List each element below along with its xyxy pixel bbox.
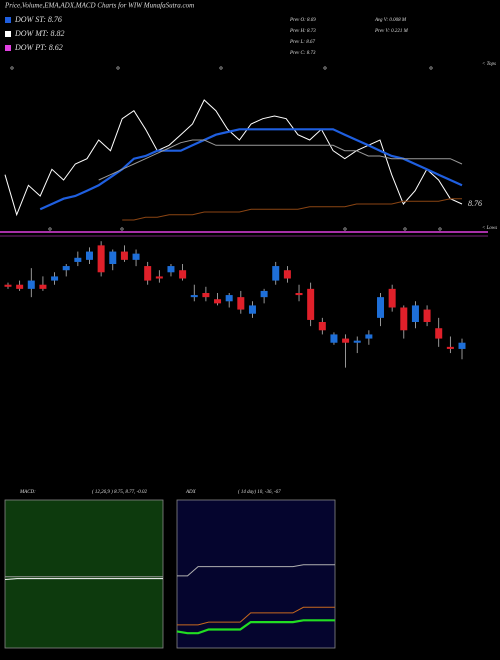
candle-body [388, 288, 396, 308]
candle-body [62, 266, 70, 271]
legend-label: DOW PT: 8.62 [14, 43, 63, 52]
candle-body [132, 253, 140, 260]
candle-body [283, 270, 291, 279]
candle-body [307, 288, 315, 320]
series-line [176, 619, 335, 635]
stat-label: Avg V: 0.008 M [374, 18, 407, 23]
candle-body [4, 284, 12, 287]
candle-body [342, 338, 350, 343]
candle-body [74, 257, 82, 262]
series-line [39, 128, 463, 211]
candle-body [225, 295, 233, 302]
candle-body [272, 266, 280, 281]
candle-body [144, 266, 152, 281]
candle-body [248, 305, 256, 314]
candle-body [51, 276, 59, 281]
page-title: Price,Volume,EMA,ADX,MACD Charts for WIW… [4, 2, 194, 10]
candle-body [27, 280, 35, 289]
candle-body [446, 346, 454, 349]
panel-background [4, 499, 164, 649]
candle-body [411, 305, 419, 322]
stat-label: Prev O: 8.69 [289, 18, 316, 23]
candle-body [295, 293, 303, 296]
candle-body [377, 297, 385, 318]
candle-body [16, 284, 24, 289]
legend-swatch [5, 31, 11, 37]
candle-body [97, 245, 105, 273]
top-markers [10, 66, 442, 231]
panel-background [176, 499, 336, 649]
candle-body [435, 328, 443, 339]
panel-title: MACD: [19, 490, 36, 495]
candle-body [155, 276, 163, 279]
series-line [122, 198, 462, 221]
candle-body [353, 340, 361, 343]
candle-body [179, 270, 187, 279]
candle-body [39, 284, 47, 289]
candle-body [458, 342, 466, 349]
stat-label: Prev H: 8.73 [289, 29, 316, 34]
legend-swatch [5, 45, 11, 51]
series-line [4, 578, 163, 580]
lows-label: < Lows [482, 226, 497, 231]
tops-label: < Tops [482, 62, 496, 67]
legend-label: DOW ST: 8.76 [14, 15, 62, 24]
candle-body [109, 251, 117, 264]
series-line [177, 564, 335, 577]
candle-body [167, 266, 175, 273]
candle-body [318, 322, 326, 331]
series-line [98, 139, 463, 181]
panel-subtitle: ( 14 day) 10, -36, -67 [238, 490, 281, 495]
last-value-label: 8.76 [468, 199, 482, 208]
candle-body [237, 297, 245, 310]
candle-body [365, 334, 373, 339]
stat-label: Prev V: 0.221 M [374, 29, 409, 34]
legend-swatch [5, 17, 11, 23]
candle-body [400, 307, 408, 331]
legend-label: DOW MT: 8.82 [14, 29, 65, 38]
candle-body [260, 290, 268, 298]
candle-body [202, 293, 210, 298]
candle-body [330, 334, 338, 343]
panel-subtitle: ( 12,26,9 ) 8.75, 8.77, -0.02 [92, 490, 147, 495]
candle-body [214, 299, 222, 304]
candle-body [423, 309, 431, 322]
stat-label: Prev C: 8.73 [289, 51, 316, 56]
candle-body [120, 251, 128, 260]
series-line [177, 606, 335, 626]
candle-body [190, 295, 198, 298]
candle-body [85, 251, 93, 260]
panel-title: ADX [185, 490, 197, 495]
stat-label: Prev L: 8.67 [289, 40, 315, 45]
